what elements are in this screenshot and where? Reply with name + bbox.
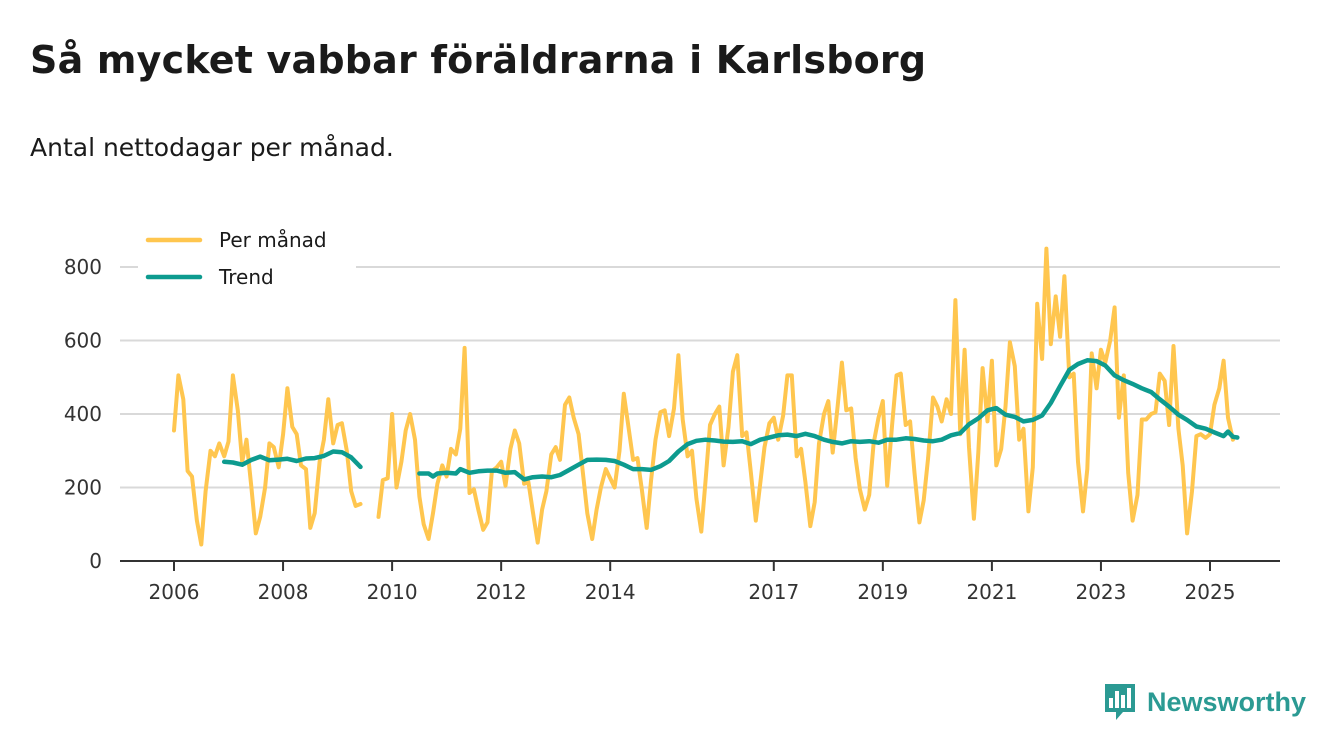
y-tick-label: 800 [64, 255, 102, 279]
x-tick-label: 2010 [367, 580, 418, 604]
legend-label-2: Trend [218, 265, 274, 289]
legend-background [138, 222, 356, 298]
chart-axes: 0 200 400 600 800 2006 2008 2010 2012 2014 2017 201… [64, 255, 1280, 604]
y-tick-label: 400 [64, 402, 102, 426]
chart-subtitle: Antal nettodagar per månad. [30, 133, 394, 162]
y-tick-label: 0 [89, 549, 102, 573]
x-tick-label: 2012 [476, 580, 527, 604]
y-tick-label: 200 [64, 476, 102, 500]
newsworthy-brand[interactable]: Newsworthy [1103, 683, 1306, 721]
x-tick-label: 2017 [748, 580, 799, 604]
x-tick-label: 2006 [149, 580, 200, 604]
newsworthy-logo-icon [1105, 684, 1135, 720]
x-tick-label: 2019 [857, 580, 908, 604]
per-manad-line-segment-2 [376, 246, 1235, 545]
chart-legend: Per månad Trend [138, 222, 356, 298]
line-chart: 0 200 400 600 800 2006 2008 2010 2012 2014 2017 201… [63, 222, 1280, 604]
x-tick-label: 2014 [585, 580, 636, 604]
x-tick-label: 2008 [258, 580, 309, 604]
y-tick-label: 600 [64, 329, 102, 353]
gridlines [120, 266, 1280, 489]
legend-label-1: Per månad [219, 228, 327, 252]
per-manad-line-segment-1 [172, 373, 363, 547]
chart-series [172, 246, 1240, 547]
x-tick-label: 2025 [1185, 580, 1236, 604]
trend-line-segment-2 [417, 358, 1240, 482]
page-title: Så mycket vabbar föräldrarna i Karlsborg [30, 38, 927, 82]
trend-line-segment-1 [221, 449, 363, 470]
brand-name: Newsworthy [1147, 686, 1307, 717]
x-tick-label: 2023 [1075, 580, 1126, 604]
x-tick-label: 2021 [966, 580, 1017, 604]
